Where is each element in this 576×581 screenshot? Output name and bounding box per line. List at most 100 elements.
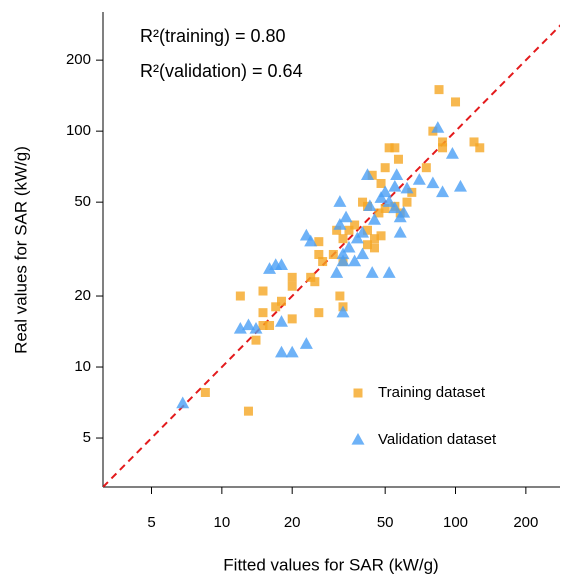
point	[335, 291, 345, 301]
point	[374, 191, 388, 203]
point	[200, 387, 210, 397]
point	[390, 143, 400, 153]
point	[382, 266, 396, 278]
plot-area	[103, 24, 560, 487]
point	[380, 163, 390, 173]
point	[333, 217, 347, 230]
point	[421, 163, 431, 173]
point	[285, 345, 299, 358]
point	[258, 308, 268, 318]
point	[330, 266, 344, 278]
y-tick-label: 50	[74, 193, 91, 210]
point	[376, 231, 386, 241]
y-tick-label: 100	[66, 122, 91, 139]
x-tick-label: 5	[147, 514, 155, 531]
y-tick-label: 200	[66, 51, 91, 68]
point	[393, 154, 403, 164]
point	[304, 234, 318, 247]
point	[369, 234, 379, 244]
point	[287, 272, 297, 282]
point	[287, 314, 297, 324]
legend-marker	[351, 432, 365, 445]
point	[382, 195, 396, 207]
annotation: R²(validation) = 0.64	[140, 61, 303, 81]
point	[367, 212, 381, 225]
point	[332, 225, 342, 235]
point	[235, 291, 245, 301]
point	[367, 170, 377, 180]
point	[338, 234, 348, 244]
point	[328, 249, 338, 259]
point	[356, 225, 370, 238]
point	[475, 143, 485, 153]
point	[314, 249, 324, 259]
point	[438, 137, 448, 147]
point	[350, 220, 360, 230]
point	[274, 345, 288, 358]
point	[384, 143, 394, 153]
legend-label: Training dataset	[378, 384, 486, 401]
point	[233, 321, 247, 334]
annotation: R²(training) = 0.80	[140, 26, 286, 46]
point	[393, 225, 407, 238]
point	[469, 137, 479, 147]
point	[397, 205, 411, 218]
point	[318, 257, 328, 267]
point	[265, 320, 275, 330]
x-axis-label: Fitted values for SAR (kW/g)	[223, 555, 438, 574]
y-tick-label: 5	[83, 429, 91, 446]
point	[363, 199, 377, 212]
y-axis-label: Real values for SAR (kW/g)	[11, 146, 30, 354]
point	[348, 254, 362, 267]
point	[336, 254, 350, 267]
point	[336, 305, 350, 318]
x-tick-label: 10	[214, 514, 231, 531]
x-tick-label: 20	[284, 514, 301, 531]
point	[258, 320, 268, 330]
point	[263, 262, 277, 274]
x-tick-label: 100	[443, 514, 468, 531]
point	[374, 208, 384, 218]
point	[342, 240, 356, 253]
point	[376, 178, 386, 188]
point	[339, 210, 353, 223]
point	[400, 181, 414, 194]
point	[362, 240, 372, 250]
legend-marker	[353, 388, 363, 398]
point	[358, 197, 368, 207]
point	[388, 201, 402, 214]
point	[287, 281, 297, 291]
point	[276, 296, 286, 306]
point	[362, 225, 372, 235]
y-tick-label: 20	[74, 287, 91, 304]
point	[412, 173, 426, 185]
point	[436, 185, 450, 198]
point	[451, 97, 461, 107]
x-tick-label: 50	[377, 514, 394, 531]
point	[336, 247, 350, 260]
point	[365, 266, 379, 278]
point	[251, 335, 261, 345]
point	[299, 337, 313, 349]
point	[249, 321, 263, 334]
point	[258, 286, 268, 296]
point	[426, 176, 440, 189]
point	[438, 143, 448, 153]
point	[306, 272, 316, 282]
point	[360, 168, 374, 180]
point	[243, 406, 253, 416]
point	[344, 225, 354, 235]
point	[390, 168, 404, 180]
point	[356, 247, 370, 260]
y-tick-label: 10	[74, 358, 91, 375]
point	[453, 179, 467, 192]
point	[431, 121, 445, 133]
legend-label: Validation dataset	[378, 431, 497, 448]
point	[445, 146, 459, 159]
identity-line	[103, 24, 560, 487]
point	[380, 203, 390, 213]
point	[271, 302, 281, 312]
point	[176, 396, 190, 409]
point	[369, 243, 379, 253]
